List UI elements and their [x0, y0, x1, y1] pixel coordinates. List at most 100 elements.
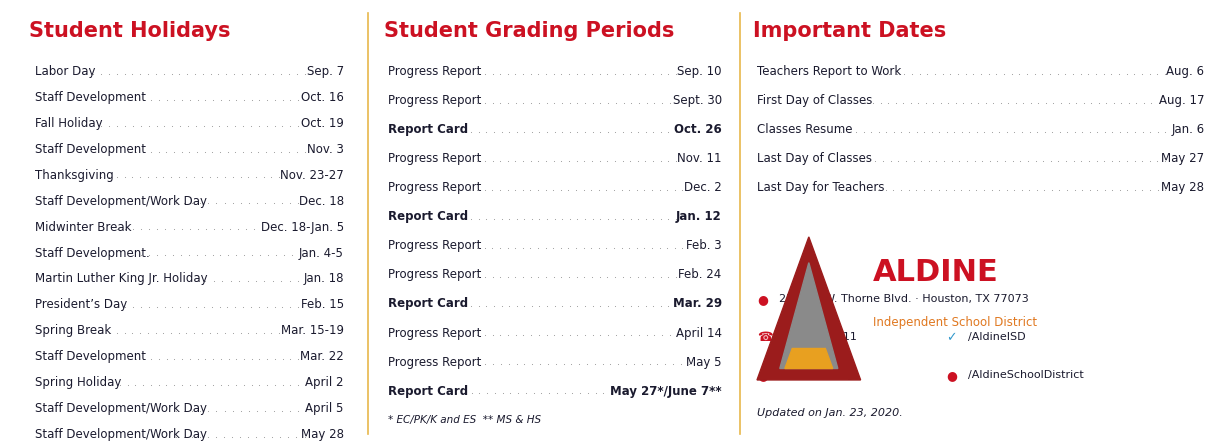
- Point: [666, 245, 685, 252]
- Point: [651, 70, 670, 77]
- Point: [123, 122, 143, 129]
- Point: [174, 407, 194, 414]
- Point: [530, 303, 550, 310]
- Point: [202, 148, 222, 155]
- Point: [513, 70, 533, 77]
- Point: [1063, 70, 1082, 77]
- Point: [506, 157, 525, 164]
- Point: [123, 70, 143, 77]
- Point: [644, 274, 663, 281]
- Point: [116, 122, 135, 129]
- Point: [1014, 99, 1034, 106]
- Point: [1035, 128, 1054, 135]
- Point: [211, 381, 230, 388]
- Point: [180, 226, 200, 233]
- Point: [900, 128, 919, 135]
- Point: [226, 122, 245, 129]
- Point: [188, 381, 207, 388]
- Point: [263, 407, 283, 414]
- Text: ●: ●: [946, 369, 957, 382]
- Text: Staff Development/Work Day: Staff Development/Work Day: [35, 402, 207, 415]
- Point: [169, 329, 189, 337]
- Point: [1065, 128, 1085, 135]
- Point: [132, 252, 151, 259]
- Point: [91, 174, 111, 181]
- Point: [1041, 157, 1061, 164]
- Point: [522, 128, 541, 135]
- Point: [141, 148, 161, 155]
- Point: [234, 96, 254, 103]
- Point: [1002, 70, 1022, 77]
- Point: [545, 128, 564, 135]
- Point: [658, 70, 678, 77]
- Point: [552, 215, 572, 223]
- Text: Nov. 11: Nov. 11: [677, 152, 722, 165]
- Point: [918, 70, 937, 77]
- Point: [628, 303, 647, 310]
- Point: [475, 99, 495, 106]
- Point: [265, 148, 284, 155]
- Text: Oct. 26: Oct. 26: [674, 123, 722, 136]
- Text: Classes Resume: Classes Resume: [757, 123, 852, 136]
- Point: [475, 245, 495, 252]
- Point: [972, 70, 991, 77]
- Point: [657, 245, 677, 252]
- Point: [149, 381, 168, 388]
- Point: [123, 226, 143, 233]
- Point: [249, 122, 268, 129]
- Point: [230, 433, 250, 440]
- Point: [183, 200, 202, 207]
- Point: [645, 332, 664, 339]
- Point: [453, 215, 473, 223]
- Text: Jan. 6: Jan. 6: [1171, 123, 1204, 136]
- Point: [174, 433, 194, 440]
- Point: [590, 274, 610, 281]
- Point: [663, 361, 683, 368]
- Point: [1126, 99, 1146, 106]
- Point: [499, 99, 518, 106]
- Point: [606, 128, 625, 135]
- Point: [273, 96, 293, 103]
- Point: [249, 148, 268, 155]
- Point: [983, 128, 1002, 135]
- Point: [635, 245, 655, 252]
- Point: [262, 329, 282, 337]
- Point: [475, 186, 495, 194]
- Text: Spring Break: Spring Break: [35, 324, 112, 337]
- Text: Progress Report: Progress Report: [388, 152, 482, 165]
- Point: [1042, 128, 1062, 135]
- Text: Oct. 19: Oct. 19: [301, 117, 344, 130]
- Point: [497, 245, 517, 252]
- Point: [256, 148, 275, 155]
- Point: [1072, 157, 1091, 164]
- Text: Sept. 30: Sept. 30: [673, 94, 722, 107]
- Point: [165, 355, 184, 363]
- Point: [636, 215, 656, 223]
- Point: [223, 174, 243, 181]
- Text: ●: ●: [757, 369, 768, 382]
- Point: [210, 304, 229, 311]
- Point: [483, 70, 502, 77]
- Point: [941, 70, 961, 77]
- Point: [1096, 99, 1115, 106]
- Point: [887, 70, 907, 77]
- Point: [959, 186, 979, 194]
- Point: [1048, 157, 1068, 164]
- Point: [831, 128, 851, 135]
- Point: [501, 390, 521, 397]
- Point: [560, 157, 579, 164]
- Point: [575, 128, 595, 135]
- Point: [666, 186, 685, 194]
- Point: [250, 355, 269, 363]
- Point: [1009, 70, 1029, 77]
- Text: /AldineISD: /AldineISD: [968, 333, 1025, 342]
- Point: [627, 186, 646, 194]
- Point: [187, 122, 206, 129]
- Point: [601, 390, 620, 397]
- Point: [628, 157, 647, 164]
- Point: [851, 157, 870, 164]
- Point: [895, 70, 914, 77]
- Point: [230, 329, 250, 337]
- Point: [903, 157, 923, 164]
- Point: [475, 361, 495, 368]
